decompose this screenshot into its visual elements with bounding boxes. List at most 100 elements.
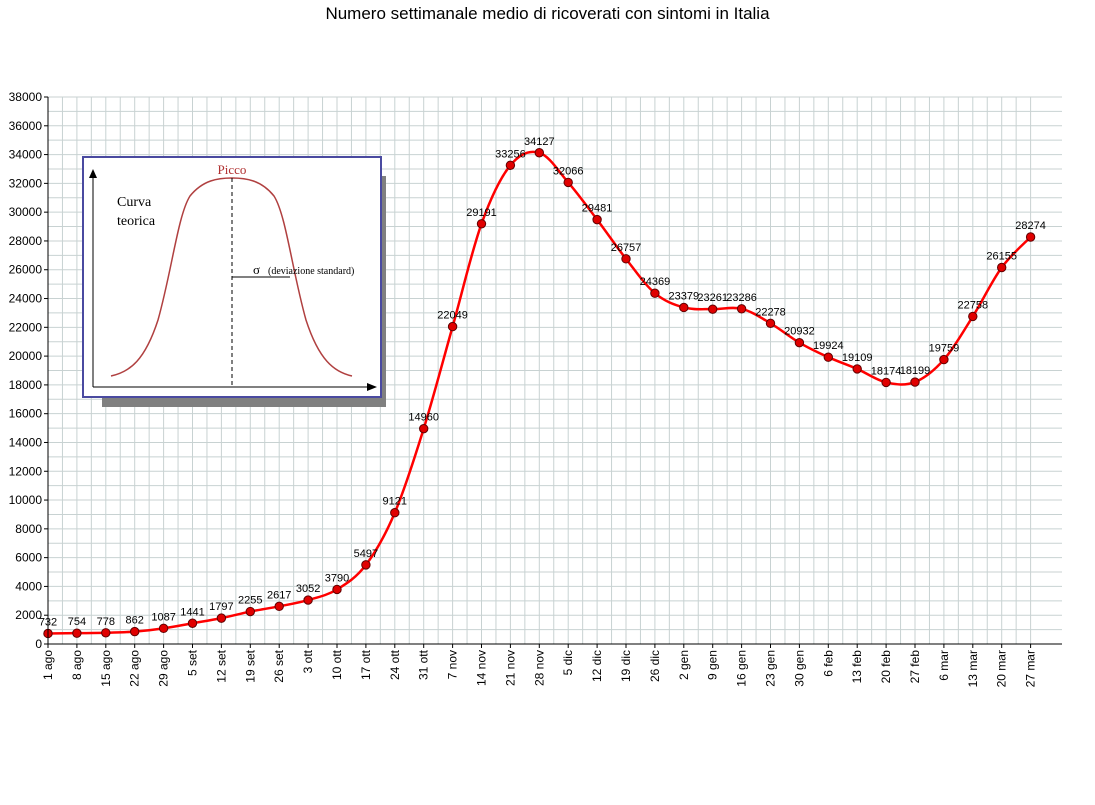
data-label: 26757 [611, 242, 642, 254]
data-label: 14960 [408, 412, 439, 424]
x-tick-label: 2 gen [677, 650, 691, 680]
data-label: 3790 [325, 572, 349, 584]
x-tick-label: 5 set [186, 649, 200, 676]
data-label: 22758 [958, 299, 989, 311]
x-tick-label: 20 feb [879, 650, 893, 684]
x-tick-label: 5 dic [561, 650, 575, 675]
data-point [650, 288, 660, 298]
x-tick-label: 7 nov [446, 650, 460, 679]
inset-curve-label-1: Curva [117, 195, 152, 210]
chart-title: Numero settimanale medio di ricoverati c… [325, 4, 770, 23]
data-point [390, 508, 400, 518]
x-tick-label: 6 feb [821, 650, 835, 677]
x-tick-label: 3 ott [301, 649, 315, 673]
data-label: 9121 [383, 496, 407, 508]
x-tick-label: 30 gen [792, 650, 806, 687]
x-tick-label: 19 set [243, 649, 257, 682]
y-tick-label: 12000 [9, 464, 43, 478]
data-label: 22278 [755, 306, 786, 318]
x-tick-label: 13 feb [850, 650, 864, 684]
data-point [1025, 232, 1036, 242]
x-tick-label: 16 gen [735, 650, 749, 687]
x-tick-label: 24 ott [388, 649, 402, 680]
y-tick-label: 10000 [9, 493, 43, 507]
data-point [708, 304, 718, 314]
data-point [592, 214, 602, 225]
data-point [303, 595, 313, 605]
theoretical-curve-inset: Picco Curva teorica σ (deviazione standa… [82, 156, 386, 407]
data-label: 754 [68, 616, 86, 628]
y-tick-label: 36000 [9, 119, 43, 133]
inset-peak-label: Picco [218, 162, 247, 177]
data-point [534, 148, 544, 158]
data-label: 18174 [871, 365, 902, 377]
y-tick-label: 14000 [9, 435, 43, 449]
data-label: 32066 [553, 165, 584, 177]
x-tick-label: 26 dic [648, 650, 662, 682]
data-label: 2617 [267, 589, 291, 601]
data-label: 29191 [466, 207, 497, 219]
y-tick-label: 22000 [9, 320, 43, 334]
x-tick-label: 22 ago [128, 650, 142, 687]
y-tick-label: 34000 [9, 148, 43, 162]
inset-x-arrow [367, 383, 377, 391]
data-label: 23379 [669, 290, 700, 302]
data-point [361, 560, 371, 570]
data-label: 19109 [842, 352, 873, 364]
data-point [852, 364, 862, 374]
data-point [794, 337, 805, 348]
data-point [332, 584, 342, 595]
x-tick-label: 19 dic [619, 650, 633, 682]
data-label: 3052 [296, 583, 320, 595]
data-point [101, 628, 111, 638]
data-point [274, 601, 284, 612]
y-tick-label: 16000 [9, 407, 43, 421]
x-tick-label: 14 nov [475, 650, 489, 686]
y-tick-label: 38000 [9, 90, 43, 104]
data-point [72, 628, 82, 638]
y-tick-label: 18000 [9, 378, 43, 392]
data-label: 862 [126, 615, 144, 627]
data-label: 22049 [437, 310, 468, 322]
x-tick-label: 26 set [272, 649, 286, 682]
x-tick-label: 13 mar [966, 650, 980, 687]
y-tick-label: 32000 [9, 176, 43, 190]
data-point [476, 219, 487, 229]
y-tick-label: 8000 [15, 522, 42, 536]
y-tick-label: 24000 [9, 292, 43, 306]
data-point [765, 318, 776, 329]
x-tick-label: 21 nov [503, 650, 517, 686]
data-label: 2255 [238, 595, 262, 607]
axes: 0 2000 4000 6000 8000 10000 12000 14000 16000 180… [9, 90, 1062, 687]
data-label: 1087 [151, 611, 175, 623]
data-point [447, 321, 458, 332]
x-tick-label: 8 ago [70, 650, 84, 680]
x-tick-label: 15 ago [99, 650, 113, 687]
data-point [679, 302, 689, 313]
y-tick-label: 0 [35, 637, 42, 651]
data-point [881, 377, 891, 388]
x-tick-label: 31 ott [417, 649, 431, 680]
series [43, 148, 1036, 639]
data-point [910, 377, 920, 387]
data-label: 778 [97, 616, 115, 628]
data-label: 5497 [354, 548, 378, 560]
data-label: 34127 [524, 136, 555, 148]
y-tick-label: 26000 [9, 263, 43, 277]
x-tick-label: 28 nov [532, 650, 546, 686]
data-point [563, 177, 573, 188]
inset-curve-label-2: teorica [117, 214, 156, 229]
x-tick-label: 10 ott [330, 649, 344, 680]
data-point [158, 623, 169, 634]
data-point [621, 254, 631, 264]
y-tick-label: 2000 [15, 608, 42, 622]
data-label: 19924 [813, 340, 844, 352]
data-label: 24369 [640, 276, 671, 288]
data-label: 29481 [582, 203, 613, 215]
x-tick-label: 20 mar [995, 650, 1009, 687]
data-label: 20932 [784, 326, 815, 338]
data-point [130, 626, 140, 637]
data-label: 1797 [209, 601, 233, 613]
data-point [968, 311, 978, 322]
